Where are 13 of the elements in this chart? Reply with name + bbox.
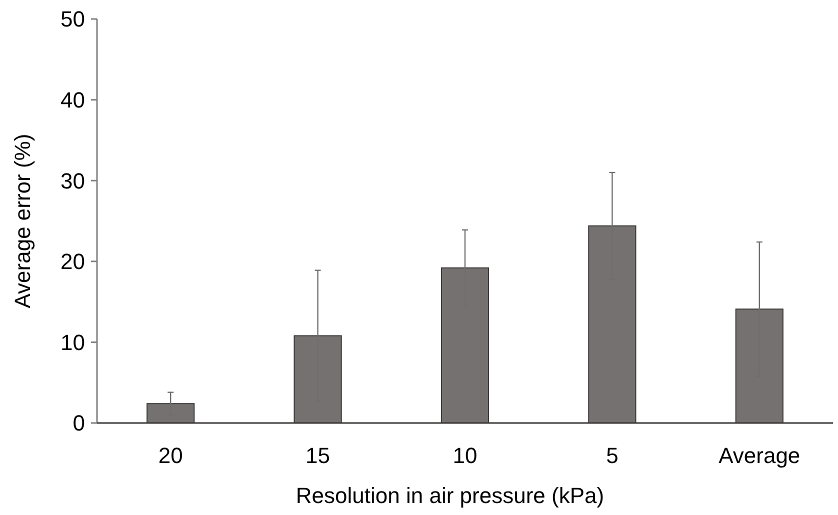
x-tick-label: Average — [718, 443, 800, 468]
x-tick-label: 15 — [306, 443, 330, 468]
x-tick-label: 5 — [606, 443, 618, 468]
y-axis-title: Average error (%) — [10, 134, 35, 308]
x-tick-label: 20 — [158, 443, 183, 468]
x-axis-title: Resolution in air pressure (kPa) — [296, 483, 604, 508]
y-tick-label: 50 — [60, 6, 85, 32]
y-tick-label: 40 — [60, 88, 85, 112]
y-tick-label: 30 — [60, 168, 85, 194]
y-tick-label: 10 — [60, 330, 85, 355]
x-tick-label: 10 — [452, 443, 478, 468]
y-tick-label: 0 — [72, 410, 85, 436]
y-tick-label: 20 — [60, 249, 85, 274]
